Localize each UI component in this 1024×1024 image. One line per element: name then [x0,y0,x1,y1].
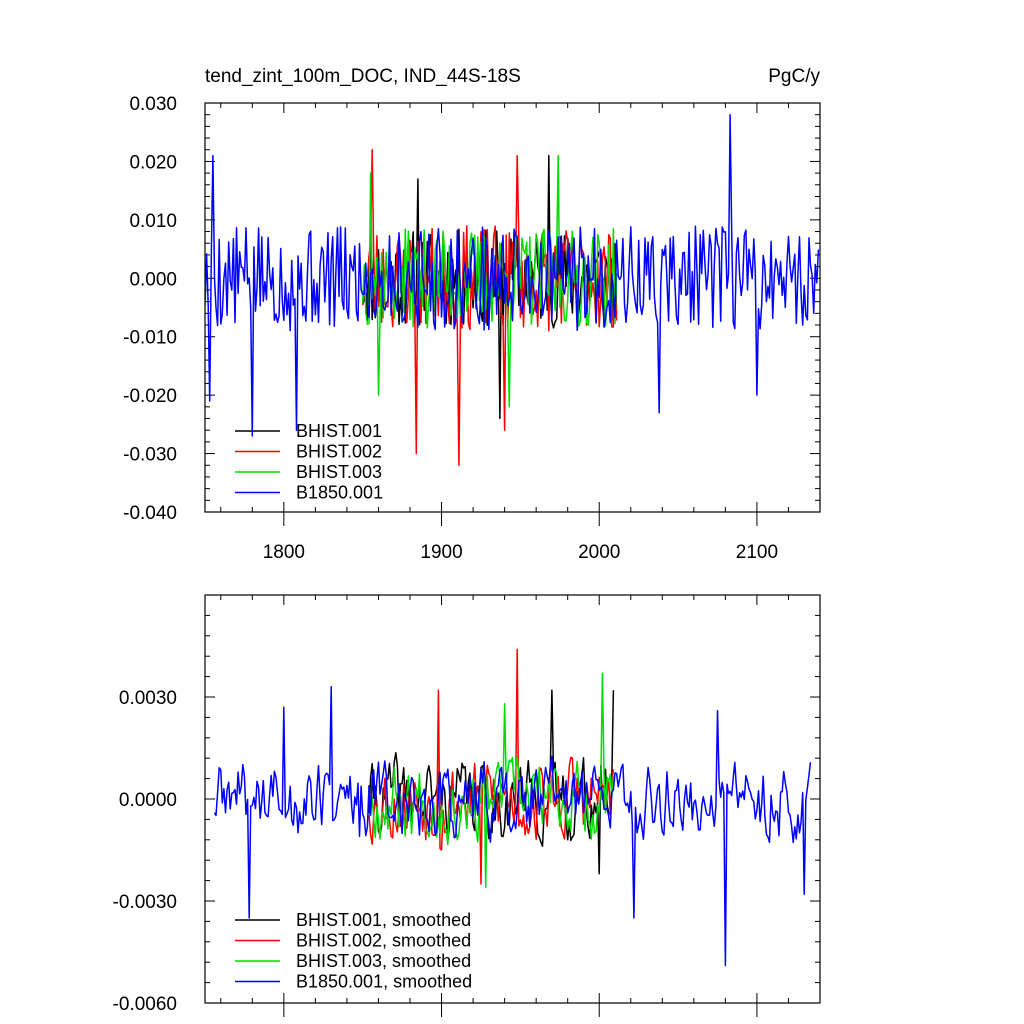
top-legend-label-1: BHIST.001 [296,421,382,441]
top-y-tick-label: -0.020 [123,386,177,407]
top-y-tick-label: 0.020 [129,152,177,173]
top-x-tick-label: 2000 [578,542,620,563]
top-series-line-4 [205,113,820,437]
top-x-tick-label: 1900 [420,542,462,563]
bottom-y-tick-label: -0.0030 [113,892,177,913]
bottom-panel: -0.0060 -0.0030 0.0000 0.0030 BHIST.001, smo… [113,594,821,1017]
bottom-y-tick-label: 0.0000 [119,790,177,811]
bottom-series-line-4 [213,686,812,967]
bottom-legend-label-1: BHIST.001, smoothed [296,910,471,930]
top-chart-title: tend_zint_100m_DOC, IND_44S-18S [205,66,521,87]
top-y-tick-label: -0.010 [123,328,177,349]
top-plot-frame [204,102,821,513]
top-legend-label-3: BHIST.003 [296,462,382,482]
top-y-tick-label: 0.030 [129,94,177,115]
top-legend-label-4: B1850.001 [296,483,383,503]
bottom-legend-label-4: B1850.001, smoothed [296,972,472,992]
top-x-tick-label: 1800 [263,542,305,563]
bottom-y-tick-label: -0.0060 [113,994,177,1015]
top-panel: tend_zint_100m_DOC, IND_44S-18S PgC/y -0… [123,66,821,563]
bottom-legend-label-2: BHIST.002, smoothed [296,931,471,951]
bottom-legend-label-3: BHIST.003, smoothed [296,951,471,971]
bottom-y-tick-label: 0.0030 [119,688,177,709]
top-chart-units: PgC/y [768,66,820,87]
top-y-tick-label: 0.010 [129,211,177,232]
top-legend-label-2: BHIST.002 [296,442,382,462]
top-x-tick-label: 2100 [736,542,778,563]
top-y-tick-label: 0.000 [129,269,177,290]
top-y-tick-label: -0.030 [123,445,177,466]
top-y-tick-label: -0.040 [123,503,177,524]
